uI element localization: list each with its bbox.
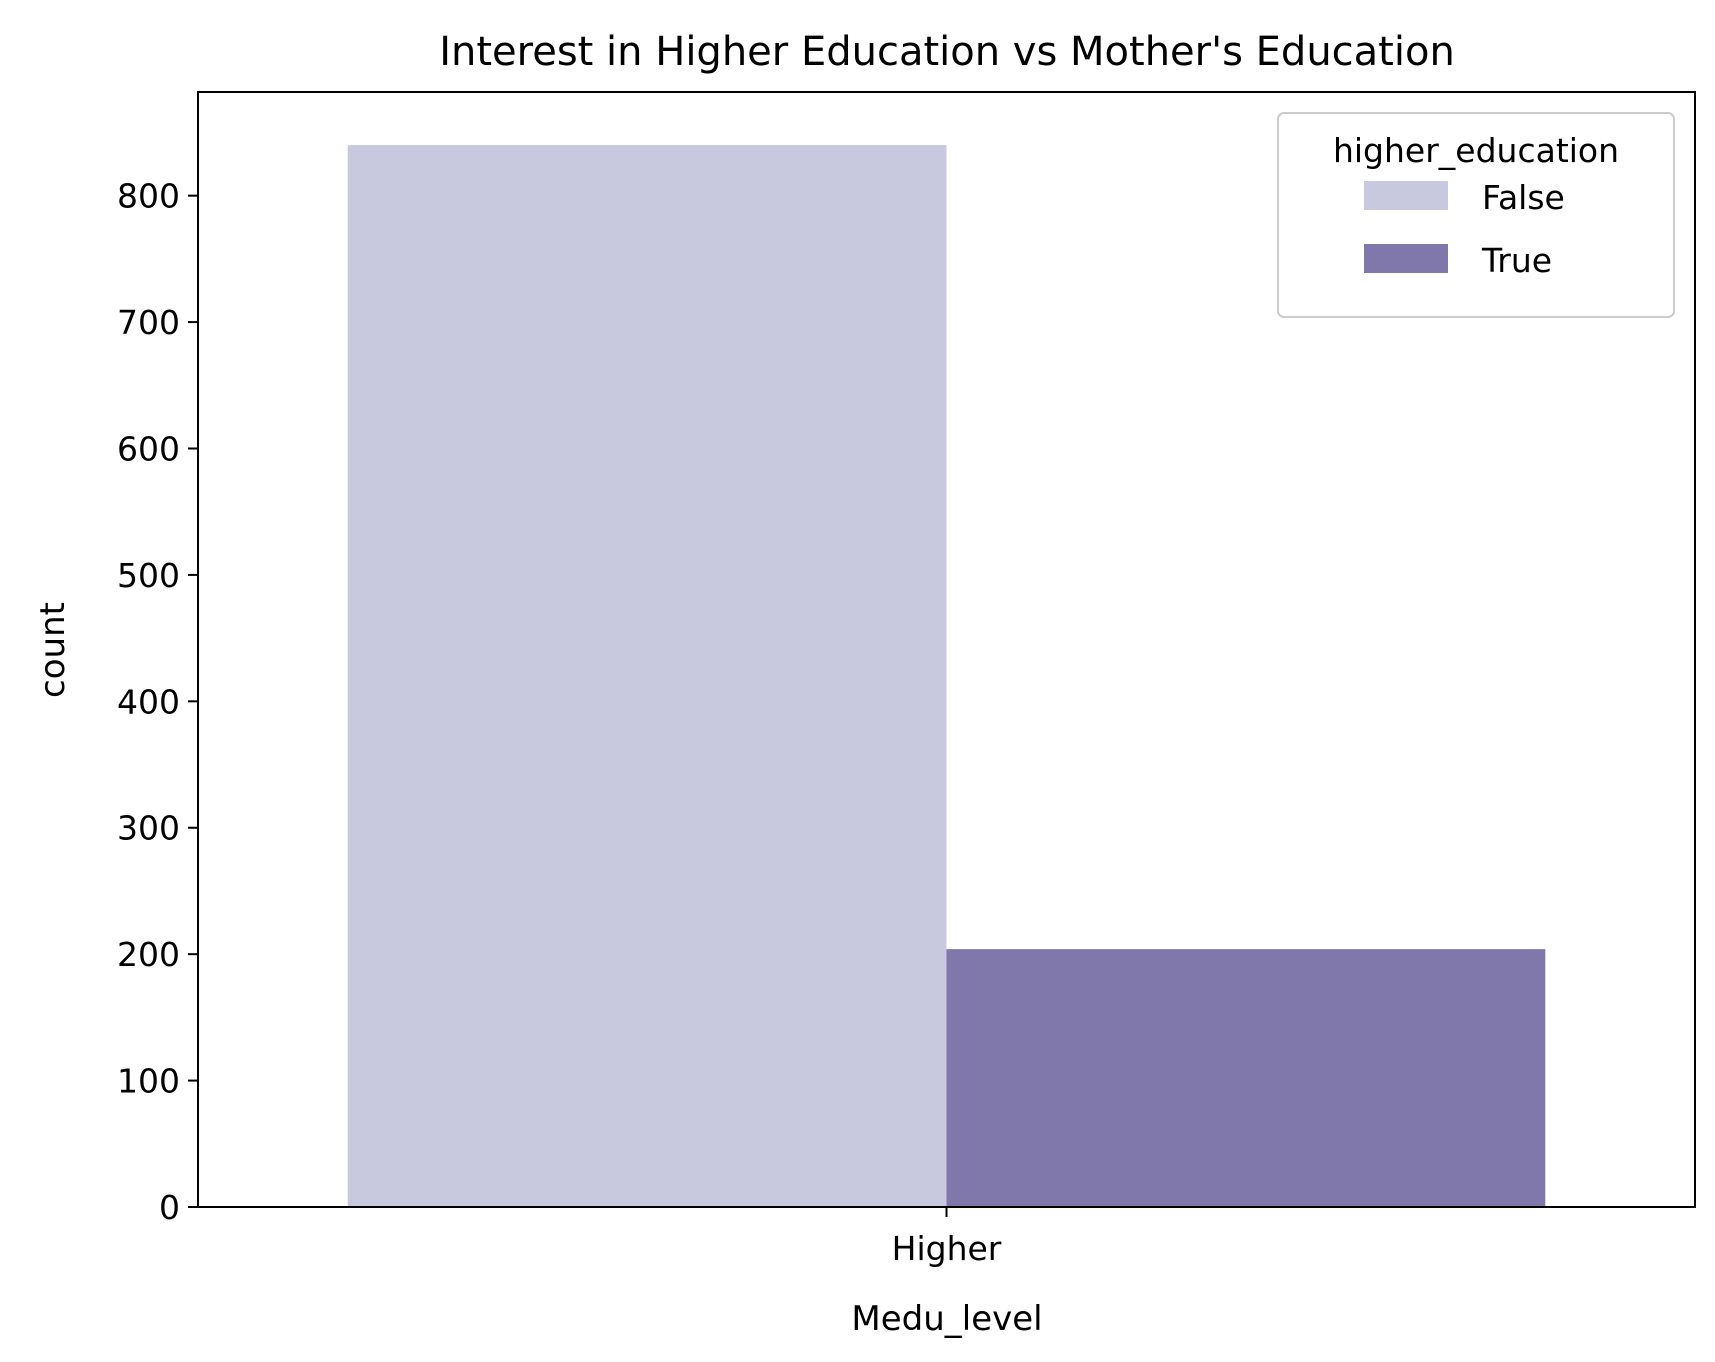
y-tick-label: 600 xyxy=(117,429,180,468)
y-axis-label: count xyxy=(33,602,73,698)
y-tick-label: 800 xyxy=(117,177,180,216)
legend-swatch-true xyxy=(1364,244,1448,273)
legend: higher_education False True xyxy=(1277,112,1675,318)
legend-entries: False True xyxy=(1364,178,1565,280)
y-tick-label: 700 xyxy=(117,303,180,342)
legend-label-false: False xyxy=(1482,178,1565,217)
bars-group xyxy=(347,145,1546,1208)
bar-true-higher xyxy=(946,949,1546,1207)
legend-swatch-false xyxy=(1364,181,1448,210)
x-axis-label: Medu_level xyxy=(851,1299,1042,1339)
legend-title: higher_education xyxy=(1333,131,1619,170)
y-tick-label: 300 xyxy=(117,809,180,848)
x-tick-label: Higher xyxy=(892,1229,1002,1268)
bar-false-higher xyxy=(347,145,947,1208)
y-tick-label: 0 xyxy=(159,1188,180,1227)
y-tick-label: 400 xyxy=(117,682,180,721)
y-tick-label: 200 xyxy=(117,935,180,974)
legend-label-true: True xyxy=(1481,241,1552,280)
y-tick-label: 100 xyxy=(117,1062,180,1101)
y-axis: 0 100 200 300 400 500 600 700 800 xyxy=(117,177,198,1227)
x-axis: Higher xyxy=(892,1207,1002,1268)
chart-title: Interest in Higher Education vs Mother's… xyxy=(439,29,1455,75)
y-tick-label: 500 xyxy=(117,556,180,595)
